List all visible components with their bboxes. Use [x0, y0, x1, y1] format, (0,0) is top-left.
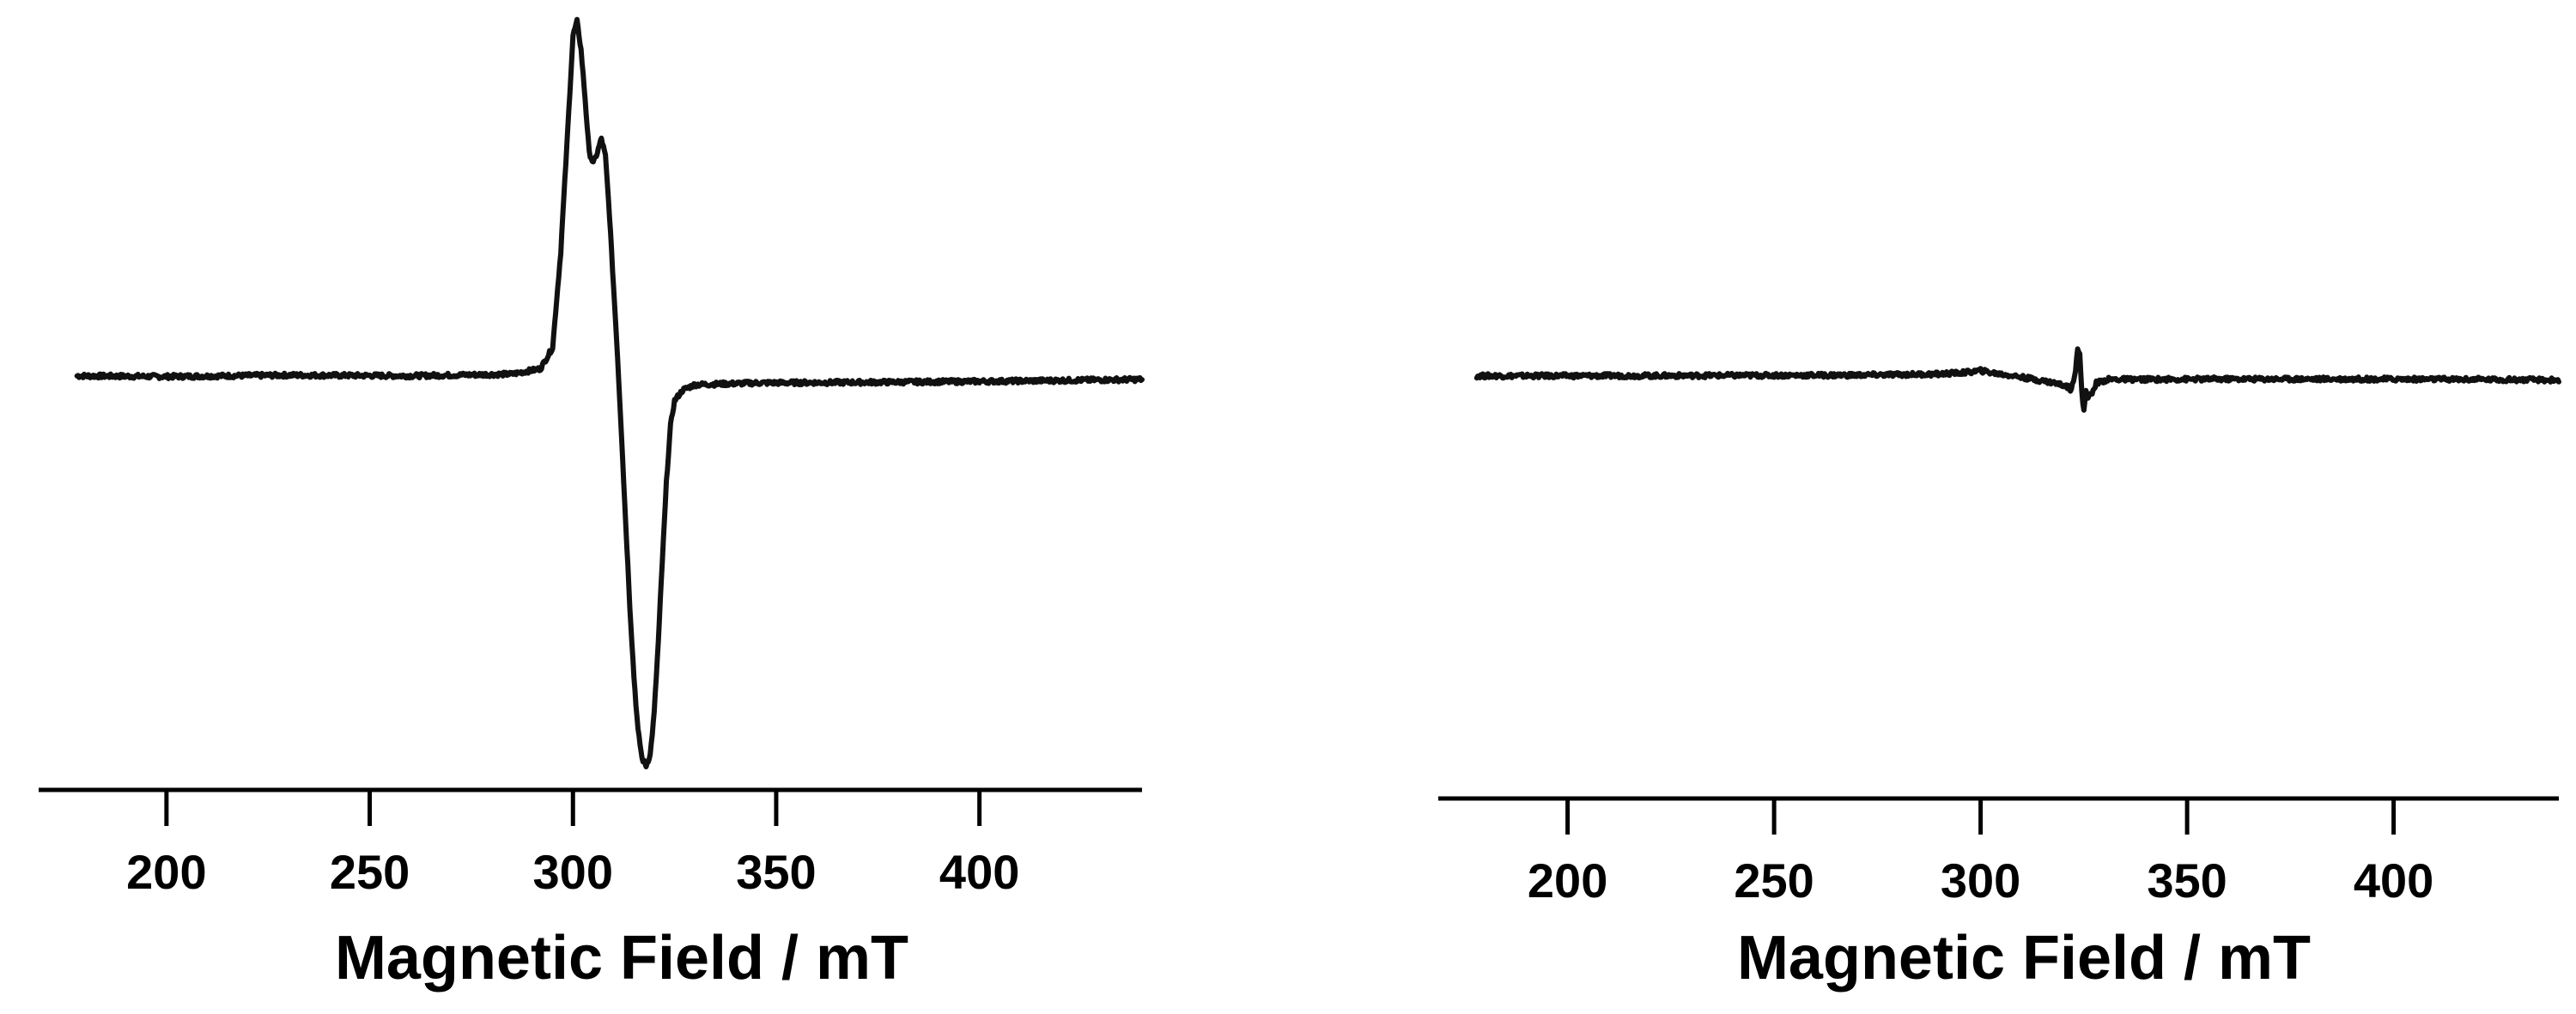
right-x-tick-label-200: 200: [1528, 853, 1607, 908]
right-x-axis-ticks: 200 250 300 350 400: [1528, 798, 2433, 908]
left-x-tick-label-350: 350: [736, 845, 816, 899]
right-x-tick-label-350: 350: [2147, 853, 2227, 908]
left-x-axis-ticks: 200 250 300 350 400: [126, 790, 1019, 899]
left-x-tick-label-400: 400: [939, 845, 1019, 899]
left-x-tick-label-300: 300: [533, 845, 613, 899]
right-x-tick-label-400: 400: [2354, 853, 2433, 908]
right-epr-panel: 200 250 300 350 400 Magnetic Field / mT: [1438, 346, 2561, 993]
left-x-tick-label-250: 250: [330, 845, 410, 899]
right-x-tick-label-300: 300: [1941, 853, 2020, 908]
right-x-tick-label-250: 250: [1734, 853, 1814, 908]
right-x-axis-title: Magnetic Field / mT: [1737, 924, 2311, 993]
right-epr-spectrum-line: [1473, 346, 2561, 413]
left-epr-panel: 200 250 300 350 400 Magnetic Field / mT: [39, 16, 1145, 993]
left-epr-spectrum-line: [74, 16, 1145, 769]
left-x-axis-title: Magnetic Field / mT: [335, 924, 908, 993]
left-x-tick-label-200: 200: [126, 845, 206, 899]
